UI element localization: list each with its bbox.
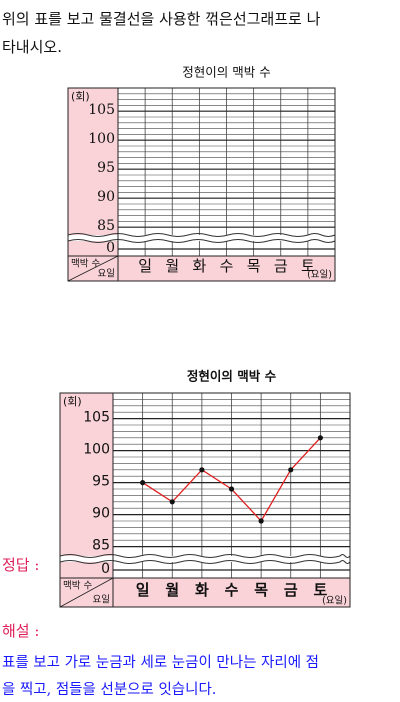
question-line: 위의 표를 보고 물결선을 사용한 꺾은선그래프로 나 xyxy=(2,10,321,28)
data-point xyxy=(140,480,146,486)
explanation-line: 표를 보고 가로 눈금과 세로 눈금이 만나는 자리에 점 xyxy=(2,654,319,671)
y-tick-label: 95 xyxy=(92,474,110,490)
data-point xyxy=(317,435,323,441)
y-tick-label: 95 xyxy=(97,160,115,176)
y-tick-label: 90 xyxy=(97,189,115,205)
x-tick-label: 수 xyxy=(225,581,239,599)
y-tick-label: 100 xyxy=(88,131,115,147)
y-tick-label: 85 xyxy=(92,538,110,554)
frame xyxy=(67,87,336,282)
x-tick-label: 월 xyxy=(165,257,179,275)
corner-bottom: 요일 xyxy=(93,595,110,606)
wave-line xyxy=(67,239,336,243)
x-tick-label: 수 xyxy=(220,257,234,275)
data-point xyxy=(288,467,294,473)
wave-line xyxy=(67,233,336,237)
frame xyxy=(59,392,351,608)
break-gap xyxy=(60,556,350,562)
axis-column xyxy=(68,88,118,281)
explanation-line: 을 찍고, 점들을 선분으로 잇습니다. xyxy=(2,681,216,698)
data-point xyxy=(169,499,175,505)
answer-label: 정답 : xyxy=(2,556,39,574)
y-tick-label: 100 xyxy=(83,442,110,458)
y-axis-label: (회) xyxy=(63,395,82,408)
x-tick-label: 화 xyxy=(192,257,206,275)
axis-column xyxy=(60,393,113,607)
corner-diagonal xyxy=(59,577,114,608)
y-tick-label: 0 xyxy=(101,561,110,577)
x-tick-label: 목 xyxy=(254,581,268,599)
corner-top: 맥박 수 xyxy=(63,581,92,592)
category-row xyxy=(118,256,335,281)
x-tick-label: 일 xyxy=(138,257,152,275)
corner-top: 맥박 수 xyxy=(71,259,100,270)
chart-title: 정현이의 맥박 수 xyxy=(187,369,277,384)
data-point xyxy=(228,486,235,492)
x-tick-label: 토 xyxy=(313,581,327,599)
x-axis-label: (요일) xyxy=(322,596,347,607)
explanation-label: 해설 : xyxy=(2,622,39,640)
data-point xyxy=(199,467,205,473)
x-tick-label: 일 xyxy=(136,581,150,599)
corner-bottom: 요일 xyxy=(98,269,115,280)
data-point xyxy=(258,518,264,524)
wave-line xyxy=(59,560,351,564)
category-row xyxy=(113,578,350,607)
question-line: 타내시오. xyxy=(2,38,62,56)
x-tick-label: 금 xyxy=(274,257,288,275)
corner-diagonal xyxy=(67,255,119,282)
wave-line xyxy=(59,554,351,558)
y-axis-label: (회) xyxy=(71,90,90,103)
x-tick-label: 화 xyxy=(195,581,209,599)
chart-title: 정현이의 맥박 수 xyxy=(182,65,270,80)
x-axis-label: (요일) xyxy=(307,270,332,281)
x-tick-label: 월 xyxy=(165,581,179,599)
break-gap xyxy=(68,235,335,241)
y-tick-label: 105 xyxy=(83,410,110,426)
x-tick-label: 목 xyxy=(247,257,261,275)
y-tick-label: 85 xyxy=(97,218,115,234)
x-tick-label: 금 xyxy=(284,581,298,599)
y-tick-label: 105 xyxy=(88,102,115,118)
y-tick-label: 90 xyxy=(92,506,110,522)
y-tick-label: 0 xyxy=(106,240,115,256)
x-tick-label: 토 xyxy=(301,257,315,275)
